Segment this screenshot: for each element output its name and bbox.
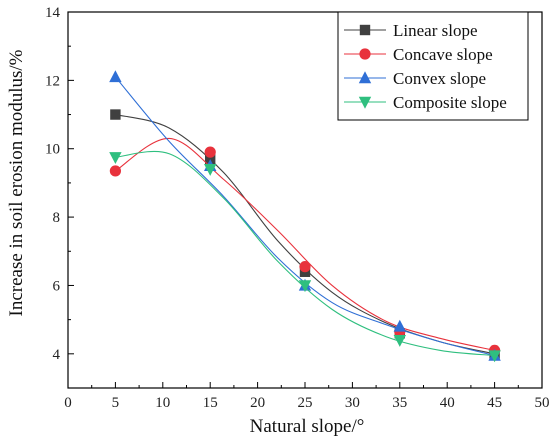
x-tick-label: 30 — [345, 395, 360, 411]
x-tick-label: 15 — [203, 395, 218, 411]
x-tick-label: 25 — [298, 395, 313, 411]
data-point-marker — [359, 48, 371, 60]
series-line — [114, 76, 495, 357]
series-line — [115, 137, 495, 351]
legend-item: Linear slope — [344, 21, 478, 40]
series-line — [115, 114, 495, 355]
legend-label: Linear slope — [393, 21, 478, 40]
legend: Linear slope Concave slope Convex slope Com… — [337, 11, 529, 121]
data-point-marker — [110, 109, 121, 120]
x-axis-title: Natural slope/° — [250, 416, 365, 437]
y-tick-label: 4 — [53, 347, 61, 363]
x-tick-label: 5 — [112, 395, 120, 411]
legend-item: Convex slope — [344, 69, 486, 88]
y-tick-label: 10 — [45, 142, 60, 158]
data-point-marker — [359, 24, 371, 36]
y-tick-label: 8 — [53, 210, 61, 226]
legend-label: Convex slope — [393, 69, 486, 88]
data-point-marker — [358, 71, 372, 84]
series-linear-slope — [110, 109, 500, 360]
x-tick-label: 45 — [487, 395, 502, 411]
series-line — [115, 150, 495, 357]
data-point-marker — [393, 319, 406, 332]
x-tick-label: 20 — [250, 395, 265, 411]
data-point-marker — [298, 280, 312, 293]
series-layer — [109, 70, 501, 363]
series-composite-slope — [109, 150, 501, 363]
legend-label: Composite slope — [393, 93, 507, 112]
data-point-marker — [393, 334, 406, 347]
data-point-marker — [204, 146, 216, 158]
data-point-marker — [358, 96, 372, 109]
x-tick-label: 50 — [535, 395, 550, 411]
data-point-marker — [109, 165, 121, 177]
data-point-marker — [204, 164, 217, 176]
legend-item: Concave slope — [344, 45, 493, 64]
data-point-marker — [205, 153, 216, 165]
x-tick-label: 35 — [392, 395, 407, 411]
data-point-marker — [109, 70, 122, 83]
legend-item: Composite slope — [344, 93, 507, 112]
x-tick-label: 0 — [64, 395, 72, 411]
y-tick-label: 14 — [45, 5, 61, 21]
y-tick-label: 12 — [45, 73, 60, 89]
data-point-marker — [488, 350, 501, 363]
axes: 0 5 10 15 20 25 30 35 40 45 50 4 6 8 10 12 14 — [45, 5, 550, 411]
data-point-marker — [299, 261, 311, 273]
x-tick-label: 10 — [155, 395, 170, 411]
data-point-marker — [109, 152, 122, 164]
x-tick-label: 40 — [440, 395, 455, 411]
legend-label: Concave slope — [393, 45, 493, 64]
series-concave-slope — [109, 137, 501, 356]
y-tick-label: 6 — [53, 278, 61, 294]
y-axis-title: Increase in soil erosion modulus/% — [6, 49, 27, 316]
